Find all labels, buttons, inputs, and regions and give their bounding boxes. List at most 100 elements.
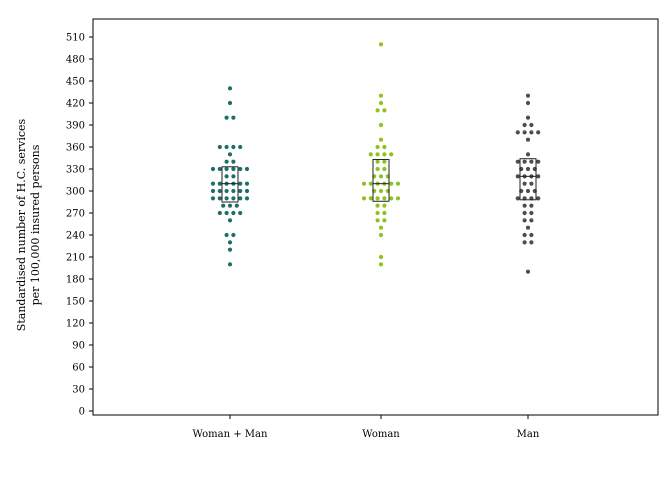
data-point [522, 181, 527, 186]
data-point [238, 210, 243, 216]
data-point [525, 225, 531, 230]
series-group [210, 86, 250, 267]
data-point [529, 218, 534, 223]
data-point [361, 196, 367, 201]
data-point [536, 130, 541, 135]
data-point [227, 152, 233, 157]
data-point [515, 196, 520, 201]
data-point [536, 196, 541, 201]
data-point [217, 210, 222, 216]
data-point [395, 196, 401, 201]
y-axis-title-line1: Standardised number of H.C. services [15, 118, 28, 331]
data-point [224, 174, 229, 179]
data-point [238, 166, 243, 172]
data-point [515, 174, 520, 179]
data-point [522, 240, 527, 245]
data-point [224, 115, 229, 120]
data-point [378, 225, 384, 230]
iqr-box [221, 166, 239, 203]
y-tick-label: 0 [79, 407, 85, 418]
data-point [210, 188, 216, 194]
data-point [227, 247, 233, 252]
data-point [382, 108, 387, 113]
data-point [378, 254, 384, 260]
y-tick-label: 390 [66, 121, 85, 132]
data-point [382, 152, 387, 157]
data-point [231, 166, 236, 172]
y-tick-label: 300 [66, 187, 85, 198]
data-point [224, 166, 229, 172]
data-point [378, 262, 384, 267]
data-point [375, 218, 380, 223]
data-point [227, 218, 233, 223]
y-axis-title-line2: per 100,000 insured persons [29, 144, 42, 305]
data-point [224, 210, 229, 216]
data-point [231, 144, 236, 150]
data-point [525, 137, 531, 142]
data-point [224, 196, 229, 201]
data-point [522, 159, 527, 164]
data-point [378, 122, 384, 128]
data-point [395, 181, 401, 186]
data-point [227, 240, 233, 245]
data-point [231, 188, 236, 194]
y-tick-label: 60 [72, 363, 85, 374]
y-tick-label: 120 [66, 319, 85, 330]
data-point [238, 181, 243, 186]
data-point [522, 130, 527, 135]
y-tick-label: 330 [66, 165, 85, 176]
y-tick-label: 150 [66, 297, 85, 308]
data-point [244, 188, 250, 194]
data-point [389, 181, 394, 186]
data-point [375, 152, 380, 157]
y-tick-label: 480 [66, 55, 85, 66]
y-tick-label: 450 [66, 77, 85, 88]
data-point [522, 203, 527, 208]
data-point [375, 159, 380, 164]
y-tick-label: 270 [66, 209, 85, 220]
data-point [378, 232, 384, 238]
iqr-box [519, 158, 537, 201]
y-tick-label: 210 [66, 253, 85, 264]
data-point [210, 166, 216, 172]
data-point [382, 166, 387, 172]
data-point [221, 203, 226, 208]
data-point [529, 240, 534, 245]
y-tick-label: 360 [66, 143, 85, 154]
data-point [382, 218, 387, 223]
data-point [389, 152, 394, 157]
data-point [227, 86, 233, 91]
x-tick-label: Woman + Man [193, 429, 268, 440]
data-point [217, 181, 222, 186]
data-point [522, 122, 527, 128]
data-point [529, 159, 534, 164]
data-point [525, 152, 531, 157]
data-point [378, 137, 384, 142]
data-point [522, 210, 527, 216]
data-point [231, 210, 236, 216]
data-point [536, 174, 541, 179]
data-point [375, 108, 380, 113]
data-point [529, 203, 534, 208]
data-point [378, 188, 384, 194]
data-point [378, 100, 384, 106]
y-tick-label: 90 [72, 341, 85, 352]
data-point [224, 159, 229, 164]
data-point [368, 152, 373, 157]
data-point [227, 203, 233, 208]
data-point [227, 100, 233, 106]
data-point [525, 115, 531, 120]
data-point [382, 196, 387, 201]
data-point [368, 181, 373, 186]
data-point [529, 232, 534, 238]
y-axis: 0 30 60 90 120 150 180 210 240 270 300 330 360 390 420… [66, 33, 93, 418]
data-point [529, 181, 534, 186]
data-point [217, 188, 222, 194]
data-point [525, 269, 531, 274]
data-point [244, 181, 250, 186]
data-point [238, 144, 243, 150]
plot-frame [92, 18, 659, 416]
data-point [378, 174, 384, 179]
data-point [382, 210, 387, 216]
